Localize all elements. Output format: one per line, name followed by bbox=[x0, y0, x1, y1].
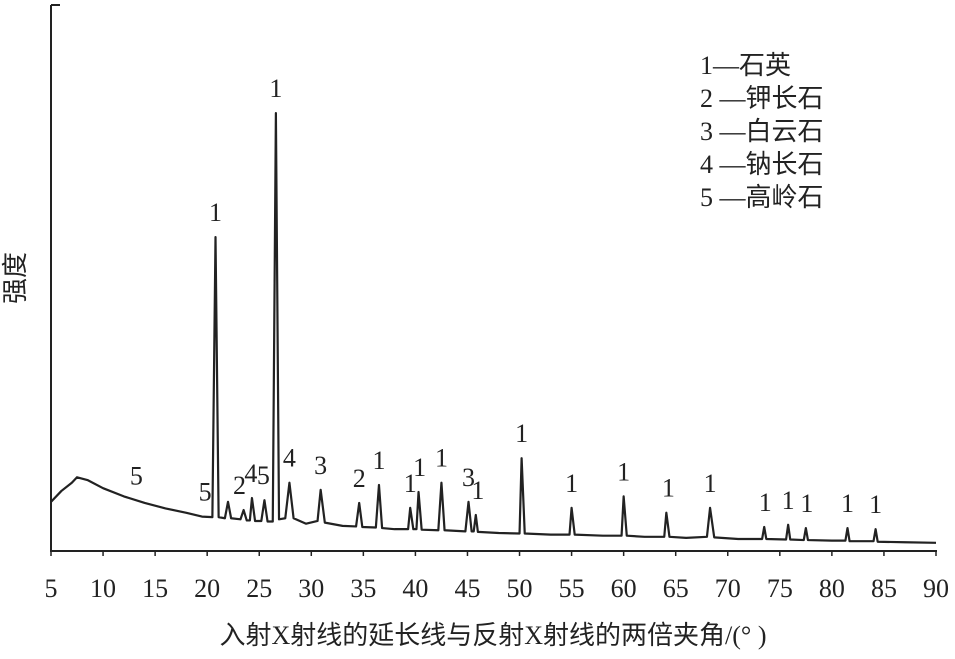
x-tick-label: 40 bbox=[402, 574, 428, 603]
peak-label: 1 bbox=[617, 457, 630, 486]
legend-entry: 2 —钾长石 bbox=[700, 84, 824, 113]
peak-label: 1 bbox=[782, 486, 795, 515]
peak-label: 4 bbox=[283, 444, 296, 473]
x-tick-label: 85 bbox=[871, 574, 897, 603]
peak-label: 1 bbox=[404, 469, 417, 498]
x-tick-label: 55 bbox=[559, 574, 585, 603]
peak-label: 1 bbox=[800, 489, 813, 518]
peak-label: 1 bbox=[869, 490, 882, 519]
peak-label: 5 bbox=[257, 461, 270, 490]
peak-label: 1 bbox=[841, 489, 854, 518]
peak-label: 1 bbox=[662, 474, 675, 503]
peak-label: 1 bbox=[209, 198, 222, 227]
x-tick-label: 65 bbox=[663, 574, 689, 603]
legend-entry: 4 —钠长石 bbox=[700, 150, 824, 179]
peak-label: 5 bbox=[130, 461, 143, 490]
peak-label: 4 bbox=[244, 459, 257, 488]
legend-entry: 5 —高岭石 bbox=[700, 183, 824, 212]
legend-entry: 1—石英 bbox=[700, 51, 791, 80]
xrd-line bbox=[50, 112, 937, 544]
x-tick-label: 10 bbox=[90, 574, 116, 603]
y-axis-label: 强度 bbox=[1, 252, 30, 304]
legend-entry: 3 —白云石 bbox=[700, 117, 824, 146]
peak-label: 1 bbox=[565, 469, 578, 498]
x-tick-label: 50 bbox=[507, 574, 533, 603]
peak-label: 1 bbox=[704, 469, 717, 498]
peak-label: 3 bbox=[462, 463, 475, 492]
x-axis-label: 入射X射线的延长线与反射X射线的两倍夹角/(° ) bbox=[220, 621, 767, 650]
peak-label: 1 bbox=[435, 444, 448, 473]
x-tick-label: 75 bbox=[767, 574, 793, 603]
x-tick-label: 90 bbox=[923, 574, 949, 603]
peak-label: 5 bbox=[199, 478, 212, 507]
x-tick-label: 80 bbox=[819, 574, 845, 603]
peak-label: 1 bbox=[759, 488, 772, 517]
peak-label: 1 bbox=[413, 453, 426, 482]
x-tick-label: 15 bbox=[142, 574, 168, 603]
x-tick-label: 60 bbox=[611, 574, 637, 603]
x-tick-label: 20 bbox=[194, 574, 220, 603]
peak-label: 1 bbox=[269, 74, 282, 103]
x-tick-label: 45 bbox=[454, 574, 480, 603]
peak-label: 3 bbox=[314, 451, 327, 480]
peak-label: 1 bbox=[471, 476, 484, 505]
x-tick-label: 5 bbox=[45, 574, 58, 603]
x-tick-label: 25 bbox=[246, 574, 272, 603]
peak-label: 1 bbox=[372, 446, 385, 475]
peak-label: 2 bbox=[353, 464, 366, 493]
x-tick-label: 70 bbox=[715, 574, 741, 603]
peak-label: 1 bbox=[515, 419, 528, 448]
x-tick-label: 35 bbox=[350, 574, 376, 603]
peak-label: 2 bbox=[233, 471, 246, 500]
x-tick-label: 30 bbox=[298, 574, 324, 603]
